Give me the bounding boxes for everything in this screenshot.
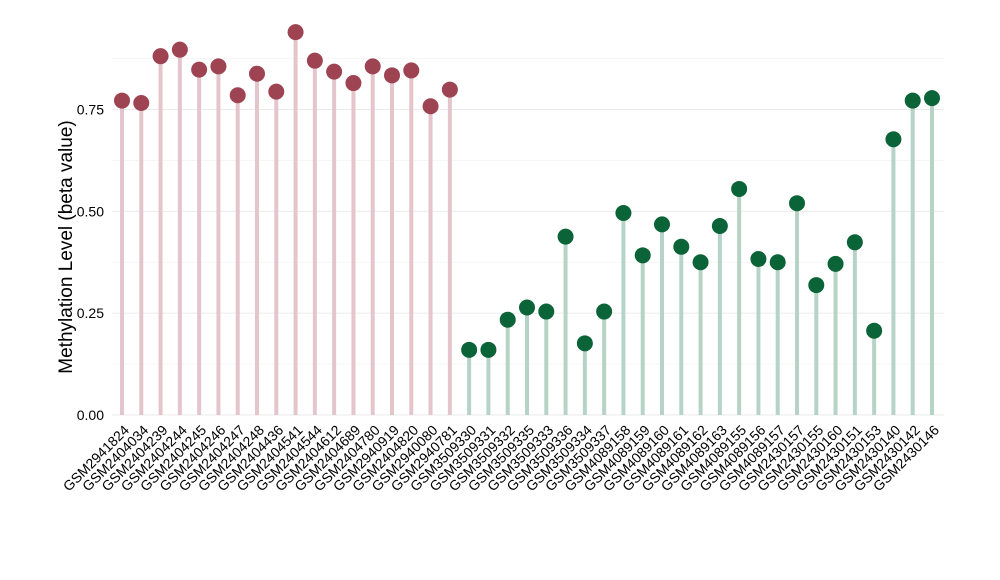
lollipop-dot [924, 90, 940, 107]
lollipop-dot [634, 247, 651, 264]
lollipop-dot [557, 228, 574, 245]
lollipop-dot [268, 83, 285, 100]
lollipop-dot [827, 255, 844, 272]
lollipop-dot [499, 311, 516, 328]
lollipop-dot [152, 48, 169, 65]
lollipop-dot [538, 303, 555, 320]
lollipop-dot [229, 87, 246, 104]
lollipop-dot [750, 251, 767, 268]
lollipop-dot [519, 299, 535, 316]
lollipop-dot [441, 81, 458, 98]
lollipop-dot [422, 98, 439, 115]
lollipop-dot [615, 204, 632, 221]
lollipop-dot [287, 24, 304, 41]
y-axis-ticks: 0.00 0.25 0.50 0.75 [77, 102, 104, 423]
lollipop-dot [692, 254, 709, 271]
lollipop-dot [191, 61, 208, 78]
lollipop-dot [769, 254, 786, 271]
lollipop-dot [249, 65, 265, 82]
lollipop-dot [461, 341, 478, 358]
lollipop-dot [576, 335, 593, 352]
lollipop-dots [114, 24, 940, 358]
lollipop-dot [326, 63, 343, 80]
lollipop-dot [596, 303, 613, 320]
lollipop-dot [384, 67, 400, 84]
x-axis-ticks: GSM2941824GSM2404034GSM2404239GSM2404244… [60, 422, 943, 495]
y-tick-label: 0.25 [77, 305, 104, 321]
lollipop-dot [885, 131, 902, 148]
y-tick-label: 0.75 [77, 102, 104, 118]
lollipop-dot [364, 58, 381, 75]
lollipop-dot [731, 180, 748, 197]
lollipop-dot [133, 95, 150, 112]
lollipop-dot [904, 92, 921, 109]
y-axis-label: Methylation Level (beta value) [56, 120, 77, 373]
lollipop-dot [654, 216, 670, 233]
lollipop-dot [345, 75, 362, 92]
lollipop-dot [403, 62, 420, 79]
lollipop-dot [846, 234, 863, 251]
lollipop-dot [306, 52, 323, 69]
lollipop-dot [480, 341, 497, 358]
y-tick-label: 0.50 [77, 203, 104, 219]
lollipop-dot [866, 322, 883, 339]
lollipop-dot [808, 277, 825, 294]
lollipop-dot [673, 238, 690, 255]
lollipop-dot [711, 218, 728, 235]
lollipop-dot [210, 58, 227, 75]
lollipop-dot [171, 41, 188, 58]
y-tick-label: 0.00 [77, 407, 104, 423]
lollipop-stems [120, 32, 934, 415]
lollipop-dot [789, 195, 805, 212]
lollipop-dot [114, 92, 130, 109]
